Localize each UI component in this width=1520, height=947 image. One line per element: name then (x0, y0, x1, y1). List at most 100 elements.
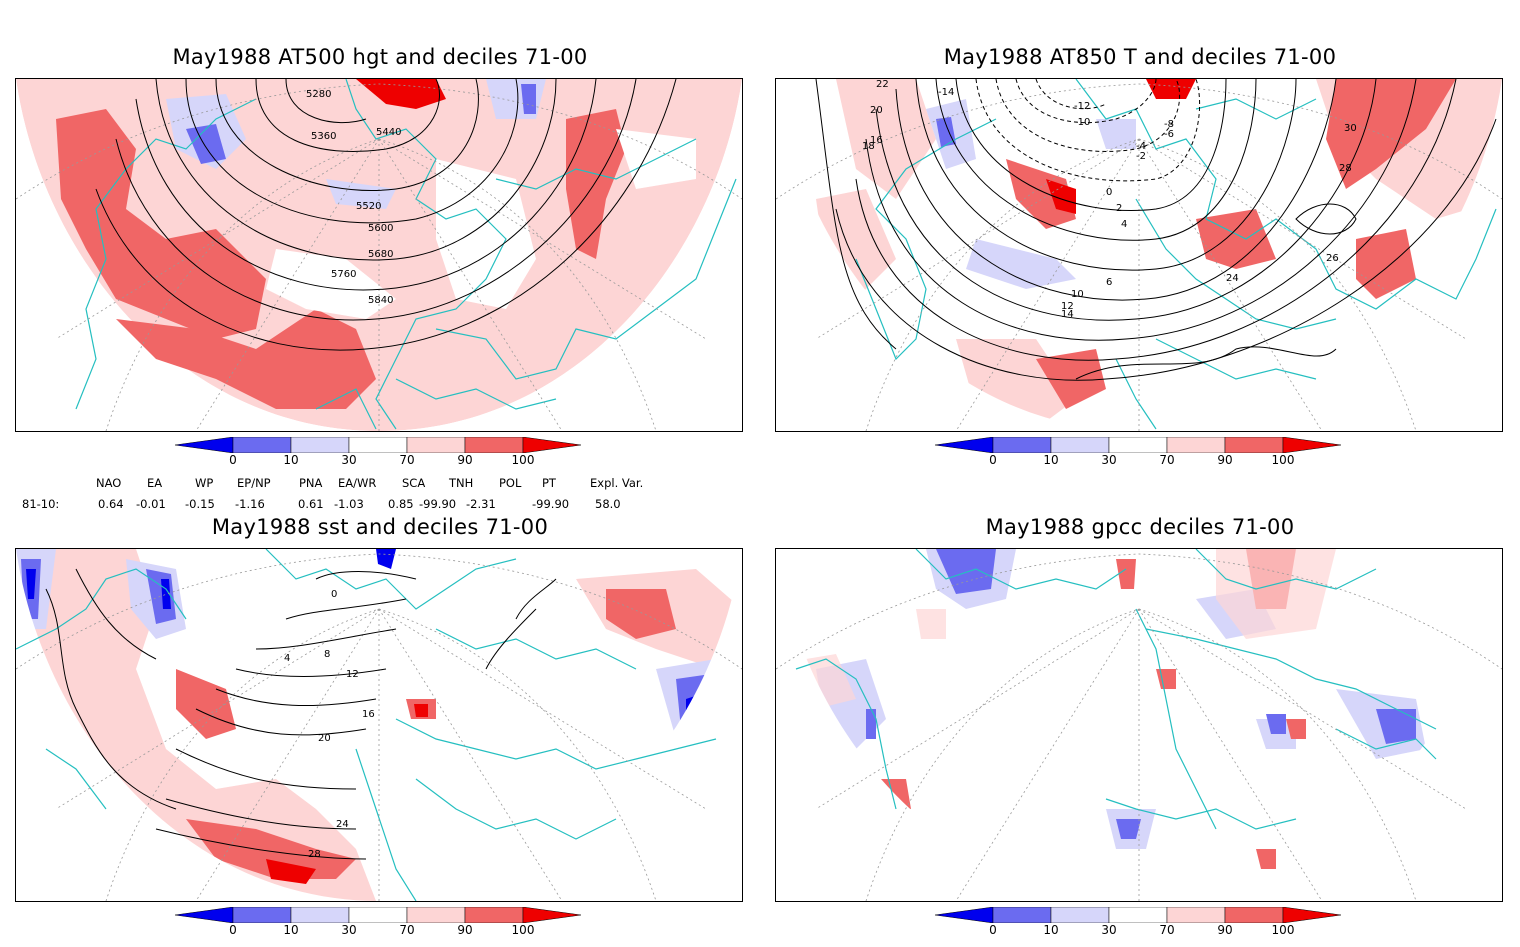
index-value: 0.64 (98, 497, 124, 511)
index-value: -0.15 (185, 497, 215, 511)
contour-label: 5760 (331, 269, 356, 280)
contour-label: 12 (1061, 301, 1074, 312)
index-header: POL (499, 476, 522, 490)
colorbar-segment (522, 437, 582, 453)
contour-label: -12 (1074, 101, 1090, 112)
contour-label: 12 (346, 669, 359, 680)
colorbar-tick: 100 (511, 453, 535, 467)
anomaly-patch-low (186, 84, 536, 164)
temperature-contours-negative (975, 79, 1201, 182)
outside-domain (16, 79, 742, 431)
colorbar-panel2: 0 10 30 70 90 100 (935, 437, 1355, 477)
colorbar-segment (1282, 437, 1342, 453)
index-header: EA (147, 476, 163, 490)
anomaly-patch-top (1046, 79, 1196, 214)
colorbar-tick: 0 (989, 453, 997, 467)
colorbar-segment (232, 907, 292, 923)
contour-label: 22 (876, 79, 889, 90)
index-header: NAO (96, 476, 122, 490)
graticule (776, 553, 1502, 901)
colorbar-tick: 30 (1101, 923, 1117, 937)
map-panel-sst: 0 4 8 12 16 20 24 28 (15, 548, 743, 902)
contour-label: 5280 (306, 89, 331, 100)
colorbar-segment (1224, 437, 1284, 453)
coastlines (855, 79, 1497, 430)
contour-label: 5440 (376, 127, 401, 138)
contour-label: 18 (862, 141, 875, 152)
height-contours (95, 79, 677, 351)
colorbar-segment (464, 437, 524, 453)
panel2-title: May1988 AT850 T and deciles 71-00 (943, 45, 1337, 69)
anomaly-patch-high (176, 589, 676, 879)
colorbar-segment (992, 907, 1052, 923)
precip-patch-light (806, 549, 1336, 709)
contour-label: 20 (318, 733, 331, 744)
colorbar-tick: 30 (341, 453, 357, 467)
anomaly-patch-high (566, 109, 626, 259)
contour-label: 5680 (368, 249, 393, 260)
index-header: EA/WR (338, 476, 377, 490)
contour-label: 16 (870, 135, 883, 146)
index-value: -2.31 (466, 497, 496, 511)
contour-label: -4 (1136, 141, 1146, 152)
contour-label: 14 (1061, 309, 1074, 320)
index-value: -1.03 (334, 497, 364, 511)
index-header: SCA (402, 476, 426, 490)
colorbar-tick: 70 (1159, 453, 1175, 467)
contour-label: 8 (324, 649, 330, 660)
contour-label: -8 (1164, 119, 1174, 130)
contour-label: 0 (1106, 187, 1112, 198)
colorbar-tick: 100 (1271, 923, 1295, 937)
contour-label: -14 (938, 87, 954, 98)
colorbar-tick: 90 (457, 923, 473, 937)
colorbar-tick: 70 (399, 923, 415, 937)
colorbar-segment (406, 437, 466, 453)
colorbar-tick: 10 (1043, 453, 1059, 467)
contour-label: 2 (1116, 203, 1122, 214)
colorbar-segment (1108, 437, 1168, 453)
colorbar-tick: 0 (229, 923, 237, 937)
contour-label: 26 (1326, 253, 1339, 264)
anomaly-patch-top (266, 704, 428, 884)
colorbar-tick: 10 (283, 453, 299, 467)
contour-label: 16 (362, 709, 375, 720)
colorbar-segment (290, 907, 350, 923)
index-value: -99.90 (419, 497, 457, 511)
colorbar-tick: 100 (511, 923, 535, 937)
index-value: -1.16 (235, 497, 265, 511)
anomaly-patch-white (266, 129, 696, 319)
colorbar-segment (1224, 907, 1284, 923)
contour-label: -2 (1136, 151, 1146, 162)
colorbar-tick: 90 (1217, 923, 1233, 937)
colorbar-segment (406, 907, 466, 923)
contour-label: 28 (1339, 163, 1352, 174)
coastlines (75, 79, 737, 430)
anomaly-patch-high (56, 109, 266, 339)
colorbar-panel4: 0 10 30 70 90 100 (935, 907, 1355, 947)
contour-label: 10 (1071, 289, 1084, 300)
anomaly-patch-high (1006, 79, 1456, 409)
colorbar-tick: 70 (1159, 923, 1175, 937)
contour-label: 4 (284, 653, 290, 664)
outside-domain (16, 549, 742, 901)
contour-labels: 0 4 8 12 16 20 24 28 (284, 589, 375, 860)
contour-label: 5600 (368, 223, 393, 234)
coastlines (16, 549, 717, 901)
colorbar-segment (290, 437, 350, 453)
colorbar-segment (935, 907, 994, 923)
graticule (16, 83, 742, 431)
outside-domain (776, 79, 1502, 431)
anomaly-patch-low (166, 79, 546, 209)
colorbar-tick: 10 (1043, 923, 1059, 937)
colorbar-tick: 30 (1101, 453, 1117, 467)
temperature-contours (815, 79, 1497, 381)
colorbar-tick: 0 (989, 923, 997, 937)
anomaly-patch-low (926, 99, 1136, 289)
panel1-title: May1988 AT500 hgt and deciles 71-00 (172, 45, 588, 69)
colorbar-segment (1282, 907, 1342, 923)
panel4-title: May1988 gpcc deciles 71-00 (985, 515, 1295, 539)
contour-labels: -14 -12 -10 -8 -6 -4 -2 0 2 4 6 10 12 14… (862, 79, 1357, 320)
anomaly-patch-low (936, 117, 956, 147)
colorbar-tick: 90 (1217, 453, 1233, 467)
colorbar-segment (175, 907, 234, 923)
